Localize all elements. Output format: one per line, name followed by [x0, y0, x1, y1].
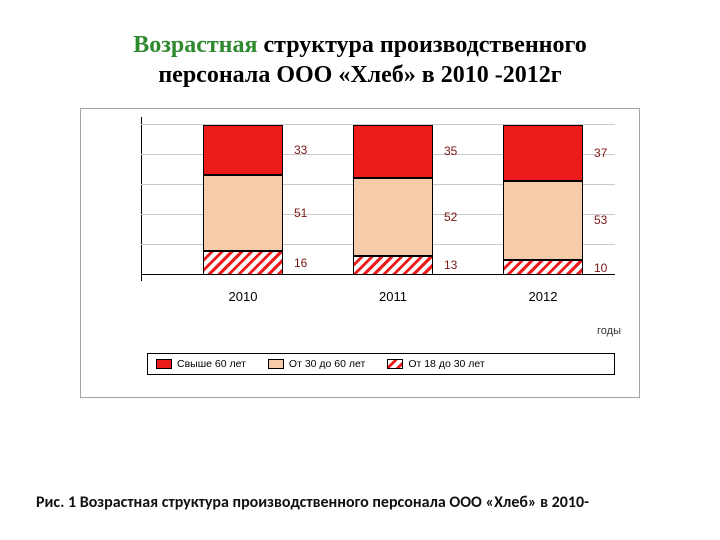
legend-label: Свыше 60 лет: [177, 358, 246, 370]
legend-swatch: [268, 359, 284, 369]
x-category-label: 2012: [503, 289, 583, 304]
legend-item: От 30 до 60 лет: [268, 358, 365, 370]
legend-item: От 18 до 30 лет: [387, 358, 484, 370]
y-axis: [141, 117, 142, 281]
legend-label: От 18 до 30 лет: [408, 358, 484, 370]
bar-segment-over60: 33: [203, 125, 283, 175]
bar-value-label: 35: [432, 144, 457, 158]
bar-value-label: 37: [582, 146, 607, 160]
bar-segment-mid: 51: [203, 175, 283, 252]
title-line2: персонала ООО «Хлеб» в 2010 -2012г: [158, 62, 561, 88]
page: Возрастная структура производственного п…: [0, 0, 720, 540]
bar-value-label: 16: [282, 256, 307, 270]
bar-segment-young: 13: [353, 256, 433, 276]
bar-segment-young: 16: [203, 251, 283, 275]
legend-item: Свыше 60 лет: [156, 358, 246, 370]
bar-value-label: 10: [582, 261, 607, 275]
bar-value-label: 51: [282, 206, 307, 220]
title-accent-word: Возрастная: [133, 32, 257, 58]
bar-segment-over60: 37: [503, 125, 583, 181]
stacked-bar-chart: 165133135235105337 годы Свыше 60 летОт 3…: [80, 108, 640, 398]
bar-segment-mid: 53: [503, 181, 583, 261]
plot-area: 165133135235105337: [141, 125, 615, 275]
x-category-label: 2011: [353, 289, 433, 304]
legend: Свыше 60 лет От 30 до 60 лет От 18 до 30 л…: [147, 353, 615, 375]
bar-value-label: 13: [432, 258, 457, 272]
bar-segment-mid: 52: [353, 178, 433, 256]
bar-value-label: 53: [582, 213, 607, 227]
legend-swatch: [156, 359, 172, 369]
bar-value-label: 52: [432, 210, 457, 224]
legend-label: От 30 до 60 лет: [289, 358, 365, 370]
title-line1-rest: структура производственного: [257, 32, 586, 58]
page-title: Возрастная структура производственного п…: [36, 30, 684, 90]
figure-caption: Рис. 1 Возрастная структура производстве…: [36, 493, 684, 512]
bar-value-label: 33: [282, 143, 307, 157]
x-category-label: 2010: [203, 289, 283, 304]
x-axis-label: годы: [597, 325, 621, 337]
legend-swatch: [387, 359, 403, 369]
bar-segment-over60: 35: [353, 125, 433, 178]
bar-segment-young: 10: [503, 260, 583, 275]
